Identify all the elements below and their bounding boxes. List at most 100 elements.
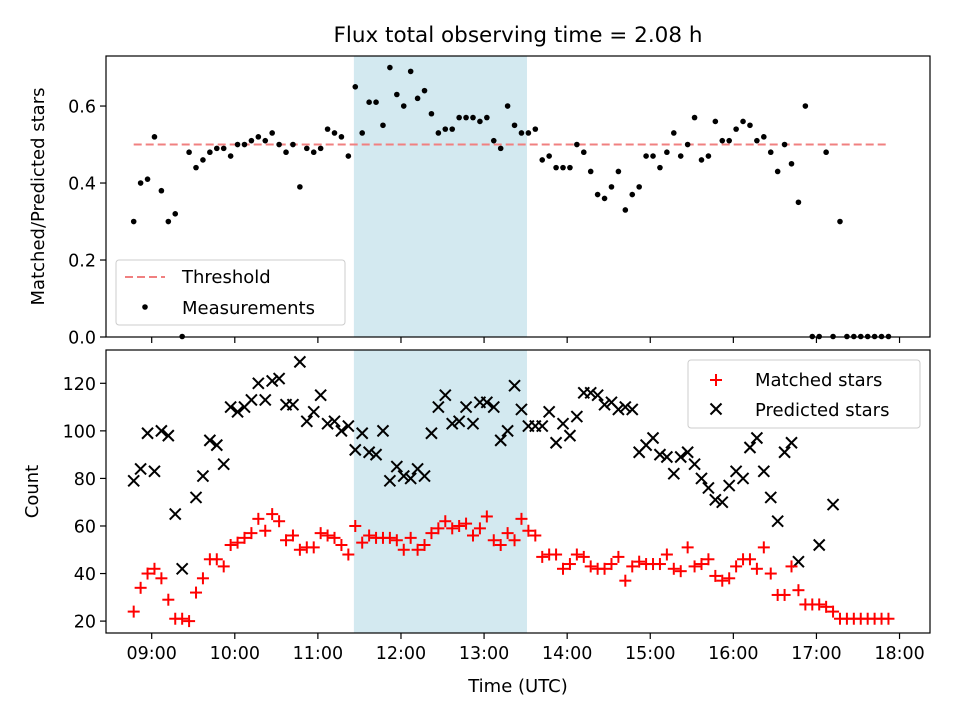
x-stroke bbox=[148, 465, 161, 478]
matched-star-point bbox=[688, 560, 701, 573]
x-stroke bbox=[626, 403, 639, 416]
predicted-star-point bbox=[771, 515, 784, 528]
matched-star-point bbox=[196, 572, 209, 585]
matched-star-point bbox=[681, 541, 694, 554]
measurement-point bbox=[733, 126, 739, 132]
matched-star-point bbox=[757, 541, 770, 554]
top-highlight-span bbox=[353, 56, 528, 337]
matched-star-point bbox=[446, 522, 459, 535]
x-stroke bbox=[736, 472, 750, 485]
matched-star-point bbox=[411, 543, 424, 556]
measurement-point bbox=[719, 137, 726, 144]
y-tick-label: 0.6 bbox=[68, 98, 96, 118]
predicted-star-point bbox=[764, 491, 777, 504]
matched-star-point bbox=[183, 615, 196, 628]
y-tick-label: 80 bbox=[74, 470, 96, 490]
measurement-point bbox=[587, 168, 594, 175]
measurement-point bbox=[497, 145, 504, 152]
predicted-star-point bbox=[612, 403, 625, 416]
measurement-point bbox=[754, 137, 760, 144]
measurement-point bbox=[767, 149, 774, 156]
measurement-point bbox=[636, 184, 642, 190]
x-stroke bbox=[404, 472, 417, 485]
x-stroke bbox=[127, 474, 140, 488]
matched-star-point bbox=[529, 529, 542, 542]
x-stroke bbox=[743, 441, 757, 454]
measurement-point bbox=[574, 141, 580, 148]
y-tick-label: 20 bbox=[74, 613, 96, 633]
x-tick-label: 15:00 bbox=[625, 644, 675, 664]
measurement-point bbox=[213, 145, 220, 152]
matched-star-point bbox=[598, 562, 611, 575]
top-x-ticks bbox=[151, 337, 901, 343]
matched-stars-points bbox=[127, 508, 895, 628]
measurement-point bbox=[373, 99, 379, 105]
measurement-point bbox=[684, 141, 691, 148]
matched-star-point bbox=[155, 572, 168, 585]
matched-star-point bbox=[466, 529, 479, 542]
measurement-point bbox=[428, 110, 435, 117]
predicted-star-point bbox=[778, 446, 791, 459]
y-tick-label: 40 bbox=[74, 565, 96, 585]
y-tick-label: 60 bbox=[74, 517, 96, 537]
measurements-legend-label: Measurements bbox=[182, 298, 315, 319]
matched-star-point bbox=[335, 539, 348, 552]
measurement-point bbox=[518, 130, 525, 136]
matched-stars-legend-label: Matched stars bbox=[755, 370, 882, 391]
predicted-star-point bbox=[439, 388, 452, 402]
x-stroke bbox=[646, 431, 660, 445]
measurement-point bbox=[421, 87, 428, 94]
predicted-star-point bbox=[210, 438, 223, 452]
x-stroke bbox=[376, 424, 390, 438]
measurement-point bbox=[539, 157, 546, 163]
x-stroke bbox=[702, 481, 715, 495]
measurement-point bbox=[435, 130, 442, 136]
measurement-point bbox=[532, 126, 539, 132]
predicted-star-point bbox=[432, 400, 445, 414]
measurement-point bbox=[137, 180, 144, 186]
predicted-star-point bbox=[480, 396, 494, 409]
x-stroke bbox=[570, 410, 584, 423]
matched-star-point bbox=[259, 524, 272, 537]
matched-star-point bbox=[134, 581, 147, 594]
x-tick-label: 17:00 bbox=[791, 644, 841, 664]
measurement-point bbox=[712, 118, 719, 125]
matched-star-point bbox=[328, 531, 341, 544]
measurement-point bbox=[151, 134, 158, 140]
x-stroke bbox=[515, 403, 528, 416]
x-tick-label: 18:00 bbox=[874, 644, 924, 664]
predicted-star-point bbox=[536, 419, 549, 433]
predicted-star-point bbox=[376, 424, 390, 438]
predicted-star-point bbox=[750, 431, 764, 445]
x-stroke bbox=[619, 400, 632, 414]
x-stroke bbox=[695, 472, 708, 485]
measurement-point bbox=[130, 218, 137, 225]
matched-star-point bbox=[245, 527, 258, 540]
top-axes: 0.0 0.2 0.4 0.6 Matched/Predicted stars Thr… bbox=[28, 55, 931, 349]
predicted-star-point bbox=[369, 448, 383, 461]
matched-star-point bbox=[626, 560, 639, 573]
measurement-point bbox=[338, 134, 345, 140]
y-tick-label: 0.2 bbox=[68, 252, 96, 272]
matched-star-point bbox=[820, 600, 833, 613]
predicted-star-point bbox=[542, 405, 556, 419]
measurement-point bbox=[290, 141, 296, 148]
measurement-point bbox=[262, 137, 269, 144]
top-y-axis-label: Matched/Predicted stars bbox=[28, 88, 49, 306]
x-stroke bbox=[390, 460, 404, 473]
measurement-point bbox=[622, 207, 629, 213]
matched-star-point bbox=[286, 529, 299, 542]
x-stroke bbox=[335, 424, 348, 438]
measurement-point bbox=[158, 187, 165, 194]
predicted-star-point bbox=[224, 400, 237, 414]
x-tick-label: 12:00 bbox=[376, 644, 426, 664]
measurement-point bbox=[193, 164, 199, 171]
matched-star-point bbox=[716, 574, 729, 587]
x-stroke bbox=[328, 415, 341, 428]
threshold-legend-label: Threshold bbox=[181, 267, 271, 288]
measurement-point bbox=[677, 153, 684, 159]
matched-star-point bbox=[307, 541, 320, 554]
measurement-point bbox=[400, 103, 407, 109]
x-stroke bbox=[722, 479, 736, 492]
